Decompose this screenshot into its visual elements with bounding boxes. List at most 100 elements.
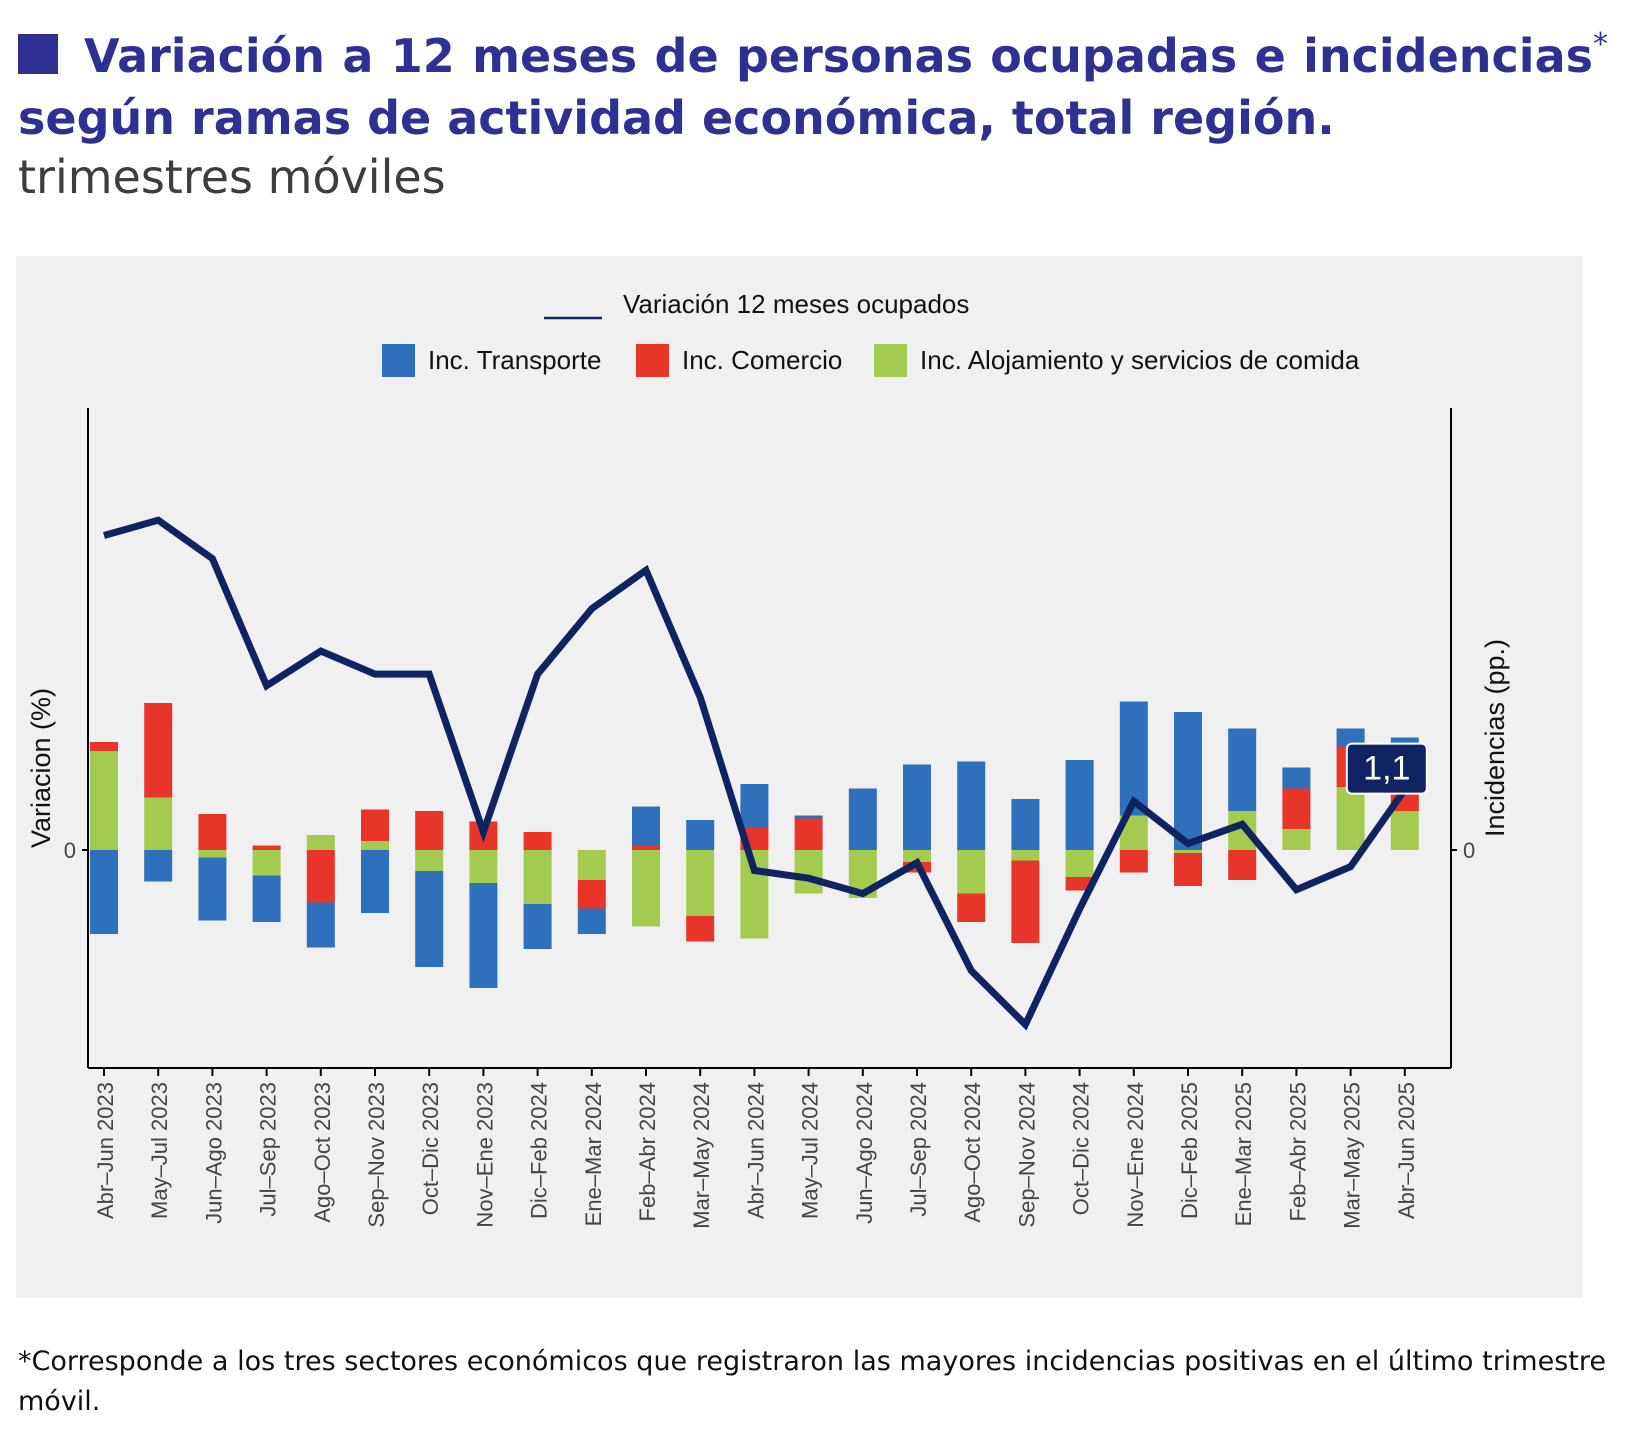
bar-alojamiento [469, 850, 498, 883]
bar-transporte [848, 788, 877, 850]
left-tick-label: 0 [64, 838, 76, 863]
legend: Variación 12 meses ocupados Inc. Transpor… [382, 289, 1360, 377]
chart-subtitle: trimestres móviles [18, 150, 446, 204]
bar-transporte [1282, 767, 1311, 789]
bar-transporte [144, 850, 173, 882]
x-tick-label: Mar–May 2024 [689, 1082, 714, 1229]
chart-panel: 0 0 Variacion (%) Incidencias (pp.) Variació… [16, 256, 1583, 1298]
x-axis-ticks: Abr–Jun 2023 May–Jul 2023 Jun–Ago 2023 Jul–… [93, 1068, 1419, 1229]
bar-alojamiento [1011, 850, 1040, 861]
bar-transporte [469, 883, 498, 988]
bar-alojamiento [903, 850, 931, 862]
chart-svg: 0 0 Variacion (%) Incidencias (pp.) Variació… [26, 289, 1510, 1229]
bar-alojamiento [1336, 787, 1365, 850]
bar-transporte [306, 902, 335, 948]
bar-transporte [90, 850, 118, 934]
title-main: Variación a 12 meses de personas ocupada… [84, 29, 1593, 83]
bar-comercio [144, 703, 173, 798]
right-tick-label: 0 [1463, 838, 1475, 863]
bar-alojamiento [144, 797, 173, 850]
bar-transporte [686, 820, 715, 850]
bar-comercio [1119, 850, 1148, 873]
bar-alojamiento [523, 850, 552, 904]
x-tick-label: Jun–Ago 2023 [201, 1082, 226, 1224]
bar-transporte [252, 875, 281, 922]
x-tick-label: Ene–Mar 2024 [581, 1082, 606, 1226]
x-tick-label: Feb–Abr 2025 [1285, 1082, 1310, 1221]
legend-line-label: Variación 12 meses ocupados [623, 289, 969, 319]
y-axis-right-title: Incidencias (pp.) [1480, 639, 1510, 837]
title-mark: * [1593, 27, 1608, 62]
x-tick-label: Jul–Sep 2023 [256, 1082, 281, 1217]
bar-alojamiento [632, 850, 660, 927]
x-tick-label: Abr–Jun 2024 [743, 1082, 768, 1219]
x-tick-label: Feb–Abr 2024 [635, 1082, 660, 1221]
bar-alojamiento [252, 850, 281, 876]
last-value-box [1345, 742, 1428, 795]
x-tick-label: Dic–Feb 2025 [1177, 1082, 1202, 1219]
bar-comercio [1174, 853, 1202, 886]
bar-alojamiento [1065, 850, 1094, 877]
bar-alojamiento [1390, 811, 1419, 850]
bar-comercio [1065, 877, 1094, 891]
x-tick-label: Ago–Oct 2023 [310, 1082, 335, 1223]
x-tick-label: Nov–Ene 2024 [1123, 1082, 1148, 1228]
bar-alojamiento [577, 850, 606, 880]
bar-transporte [415, 871, 444, 967]
legend-swatch-transporte [382, 344, 415, 377]
bar-alojamiento [306, 835, 335, 850]
bar-comercio [1011, 860, 1040, 943]
x-tick-label: Jun–Ago 2024 [852, 1082, 877, 1224]
footnote: *Corresponde a los tres sectores económi… [18, 1346, 1606, 1417]
bar-transporte [577, 908, 606, 934]
bar-transporte [1174, 712, 1202, 850]
title-square-icon [18, 34, 58, 74]
bar-alojamiento [1174, 850, 1202, 853]
bar-transporte [1065, 760, 1094, 850]
bar-transporte [794, 815, 823, 819]
bar-alojamiento [198, 850, 227, 858]
x-tick-label: Nov–Ene 2023 [472, 1082, 497, 1228]
bar-transporte [523, 904, 552, 949]
bar-comercio [957, 893, 986, 922]
bar-alojamiento [415, 850, 444, 871]
legend-label-transporte: Inc. Transporte [428, 345, 601, 375]
bar-alojamiento [361, 841, 389, 850]
bar-alojamiento [90, 751, 118, 850]
bar-alojamiento [1282, 829, 1311, 850]
legend-label-alojamiento: Inc. Alojamiento y servicios de comida [920, 345, 1360, 375]
x-tick-label: Jul–Sep 2024 [906, 1082, 931, 1217]
bar-transporte [1228, 728, 1257, 811]
x-tick-label: Mar–May 2025 [1340, 1082, 1365, 1229]
bar-transporte [1336, 728, 1365, 747]
bar-transporte [1011, 799, 1040, 850]
legend-swatch-alojamiento [874, 344, 907, 377]
bar-alojamiento [686, 850, 715, 916]
bars [90, 701, 1419, 988]
x-tick-label: Ago–Oct 2024 [960, 1082, 985, 1223]
x-tick-label: Sep–Nov 2023 [364, 1082, 389, 1228]
bar-comercio [523, 832, 552, 850]
title-line2: según ramas de actividad económica, tota… [18, 91, 1335, 145]
x-tick-label: May–Jul 2023 [147, 1082, 172, 1219]
bar-transporte [903, 764, 931, 850]
bar-comercio [632, 845, 660, 850]
bar-comercio [577, 880, 606, 909]
x-tick-label: Abr–Jun 2025 [1394, 1082, 1419, 1219]
chart-title: Variación a 12 meses de personas ocupada… [18, 14, 1608, 149]
x-tick-label: Dic–Feb 2024 [527, 1082, 552, 1219]
bar-transporte [740, 784, 769, 828]
bar-comercio [252, 845, 281, 850]
x-tick-label: Oct–Dic 2024 [1069, 1082, 1094, 1215]
line-series-ocupados [103, 516, 1408, 1031]
x-tick-label: Abr–Jun 2023 [93, 1082, 118, 1219]
x-tick-label: Sep–Nov 2024 [1014, 1082, 1039, 1228]
x-tick-label: Ene–Mar 2025 [1231, 1082, 1256, 1226]
bar-comercio [415, 811, 444, 850]
bar-comercio [1282, 788, 1311, 829]
bar-transporte [632, 806, 660, 846]
bar-alojamiento [957, 850, 986, 894]
bar-alojamiento [794, 850, 823, 894]
bar-comercio [794, 818, 823, 850]
y-axis-left-title: Variacion (%) [26, 688, 56, 848]
